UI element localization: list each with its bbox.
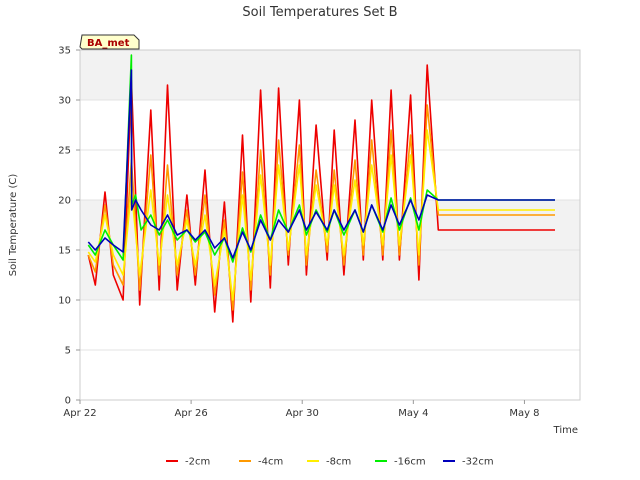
legend-label--16cm: -16cm — [394, 457, 426, 468]
legend-label--2cm: -2cm — [185, 457, 210, 468]
y-tick-label-10: 10 — [58, 296, 71, 307]
y-axis-ticks: 0 5 10 15 20 25 30 35 — [58, 46, 80, 407]
x-tick-label-1: Apr 26 — [175, 408, 208, 419]
plot-frame — [79, 49, 581, 401]
y-tick-label-5: 5 — [65, 346, 71, 357]
series-line--2cm — [87, 64, 555, 323]
chart-title: Soil Temperatures Set B — [242, 5, 397, 20]
y-tick-label-0: 0 — [65, 396, 71, 407]
y-tick-label-25: 25 — [58, 146, 71, 157]
x-axis-ticks: Apr 22 Apr 26 Apr 30 May 4 May 8 — [63, 400, 540, 419]
annotation-box — [79, 34, 140, 50]
legend: -2cm -4cm -8cm -16cm -32cm — [166, 457, 494, 468]
y-axis-label: Soil Temperature (C) — [8, 174, 19, 277]
annotation-text: BA_met — [87, 38, 130, 49]
y-tick-label-20: 20 — [58, 196, 71, 207]
y-tick-label-15: 15 — [58, 246, 71, 257]
legend-label--4cm: -4cm — [258, 457, 283, 468]
legend-label--8cm: -8cm — [326, 457, 351, 468]
x-tick-label-2: Apr 30 — [286, 408, 319, 419]
annotation-badge: BA_met — [79, 34, 140, 50]
x-tick-label-4: May 8 — [509, 408, 539, 419]
x-tick-label-0: Apr 22 — [63, 408, 96, 419]
x-axis-label: Time — [553, 425, 578, 436]
x-tick-label-3: May 4 — [398, 408, 428, 419]
legend-label--32cm: -32cm — [462, 457, 494, 468]
background-band-1 — [80, 50, 580, 100]
y-tick-label-35: 35 — [58, 46, 71, 57]
series-line--8cm — [87, 129, 555, 301]
series-line--32cm — [87, 69, 555, 259]
y-tick-label-30: 30 — [58, 96, 71, 107]
series-lines — [87, 54, 555, 323]
plot-background-bands — [80, 50, 580, 300]
